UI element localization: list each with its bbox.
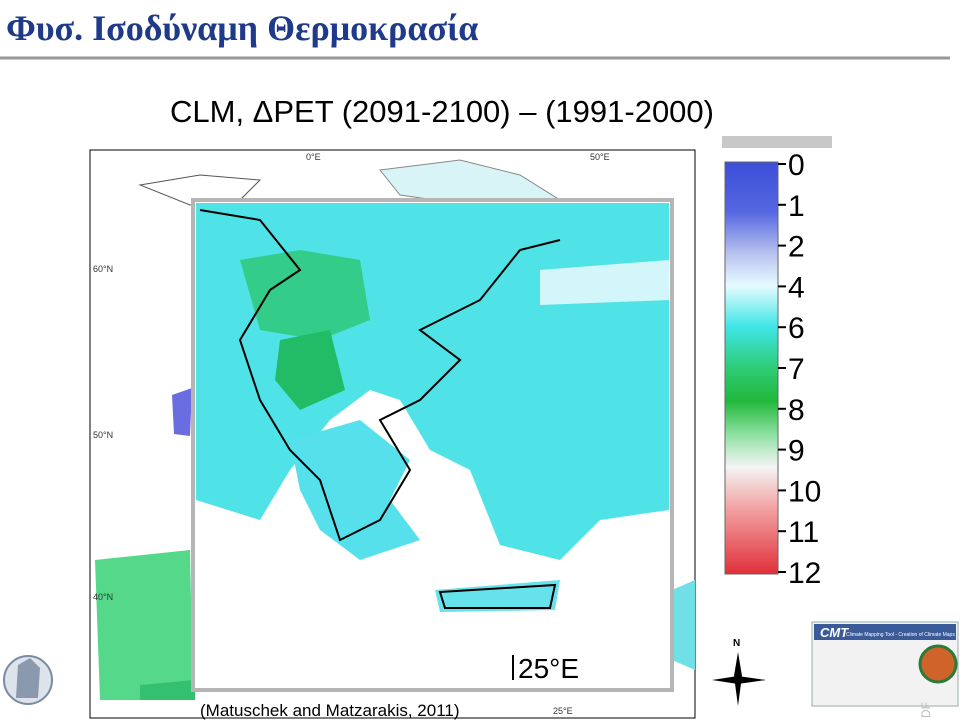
colorbar-label: 6 xyxy=(788,312,805,345)
colorbar-label: 1 xyxy=(788,190,805,223)
colorbar-label: 10 xyxy=(788,475,821,508)
coord-label: 60°N xyxy=(93,264,113,274)
cmt-thumbnail: CMT Climate Mapping Tool - Creation of C… xyxy=(811,621,959,707)
land-area xyxy=(435,580,560,612)
colorbar-label: 11 xyxy=(788,516,819,549)
land-area xyxy=(275,330,345,410)
logo xyxy=(3,655,53,705)
colorbar-label: 9 xyxy=(788,435,805,468)
land-area xyxy=(140,680,195,700)
compass-label: N xyxy=(733,638,740,649)
inset-map: 25°E xyxy=(191,198,674,692)
corner-mark: DF xyxy=(919,702,933,718)
colorbar-label: 8 xyxy=(788,394,805,427)
slide-subtitle: CLM, ΔPET (2091-2100) – (1991-2000) xyxy=(170,94,714,129)
colorbar-label: 2 xyxy=(788,231,805,264)
land-area xyxy=(540,260,669,305)
thumbnail-title: CMT xyxy=(820,625,849,640)
thumbnail-subtitle: Climate Mapping Tool - Creation of Clima… xyxy=(846,632,955,638)
citation: (Matuschek and Matzarakis, 2011) xyxy=(200,701,460,720)
thumbnail-header xyxy=(814,624,956,640)
coastline xyxy=(438,583,557,609)
coord-label: 25°E xyxy=(553,706,573,716)
land-area xyxy=(290,420,420,560)
inset-coord-label: 25°E xyxy=(518,653,579,684)
coord-label: 40°N xyxy=(93,592,113,602)
coord-label: 50°N xyxy=(93,430,113,440)
compass-star xyxy=(712,652,766,706)
slide-title: Φυσ. Ισοδύναμη Θερμοκρασία xyxy=(6,8,478,48)
coord-label: 0°E xyxy=(306,152,321,162)
colorbar xyxy=(724,161,779,575)
compass: N xyxy=(712,638,766,706)
land-area xyxy=(95,550,193,700)
inset-frame xyxy=(191,198,674,692)
coord-label: 50°E xyxy=(590,152,610,162)
colorbar-label: 12 xyxy=(788,557,821,590)
coastline xyxy=(199,209,561,542)
colorbar-label: 7 xyxy=(788,353,805,386)
thumbnail-globe xyxy=(918,644,958,684)
coastline xyxy=(138,174,262,206)
colorbar-label: 4 xyxy=(788,271,805,304)
land-area xyxy=(672,580,695,670)
land-area xyxy=(240,250,370,340)
colorbar-header xyxy=(722,136,832,148)
land-area xyxy=(172,388,192,436)
colorbar-label: 0 xyxy=(788,149,805,182)
